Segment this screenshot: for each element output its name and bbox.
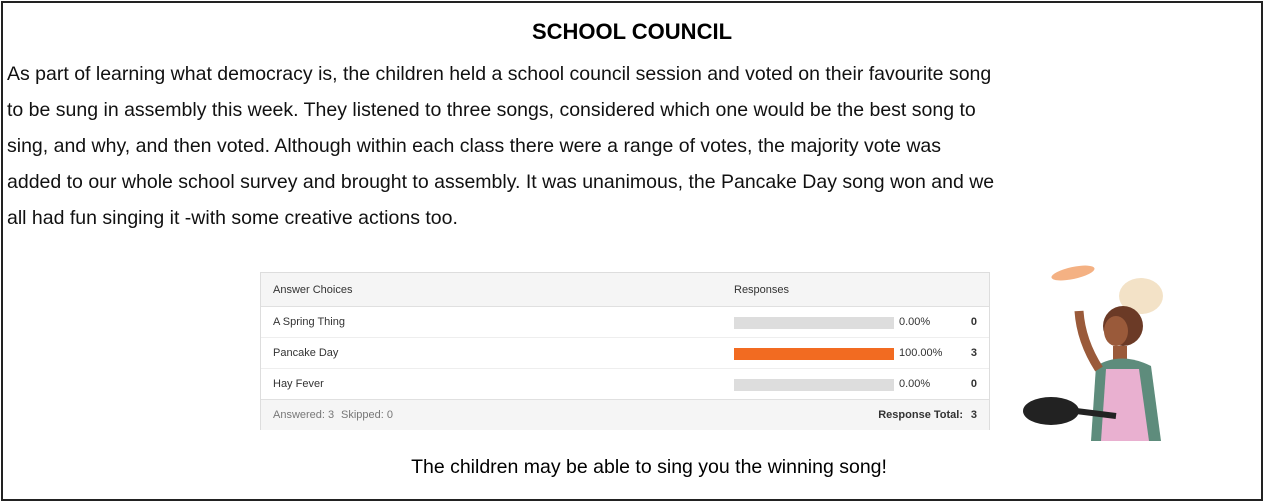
percent: 100.00% — [899, 347, 942, 359]
survey-table: Answer Choices Responses A Spring Thing 0… — [260, 272, 990, 430]
skipped: Skipped: 0 — [341, 409, 393, 421]
survey-row: Hay Fever 0.00% 0 — [261, 369, 989, 400]
bar-track — [734, 317, 894, 329]
header-row: Answer Choices Responses — [261, 273, 989, 307]
choice: Pancake Day — [273, 347, 338, 359]
bar — [734, 348, 894, 360]
frame: SCHOOL COUNCIL As part of learning what … — [1, 1, 1263, 501]
choice: Hay Fever — [273, 378, 324, 390]
count: 0 — [971, 316, 977, 328]
paragraph: As part of learning what democracy is, t… — [7, 56, 994, 236]
paragraph-line: As part of learning what democracy is, t… — [7, 56, 994, 92]
total-label: Response Total: — [878, 409, 963, 421]
survey-row: A Spring Thing 0.00% 0 — [261, 307, 989, 338]
percent: 0.00% — [899, 378, 930, 390]
caption: The children may be able to sing you the… — [3, 456, 1264, 479]
pancake-illustration — [1021, 251, 1185, 443]
title: SCHOOL COUNCIL — [3, 19, 1261, 45]
survey-row: Pancake Day 100.00% 3 — [261, 338, 989, 369]
paragraph-line: sing, and why, and then voted. Although … — [7, 128, 994, 164]
column-header: Answer Choices — [273, 284, 352, 296]
total: 3 — [971, 409, 977, 421]
paragraph-line: all had fun singing it -with some creati… — [7, 200, 994, 236]
bar-track — [734, 379, 894, 391]
choice: A Spring Thing — [273, 316, 345, 328]
paragraph-line: to be sung in assembly this week. They l… — [7, 92, 994, 128]
count: 0 — [971, 378, 977, 390]
paragraph-line: added to our whole school survey and bro… — [7, 164, 994, 200]
percent: 0.00% — [899, 316, 930, 328]
column-header: Responses — [734, 284, 789, 296]
page: SCHOOL COUNCIL As part of learning what … — [0, 0, 1264, 502]
footer-row: Answered: 3 Skipped: 0 Response Total: 3 — [261, 399, 989, 430]
answered: Answered: 3 — [273, 409, 334, 421]
count: 3 — [971, 347, 977, 359]
